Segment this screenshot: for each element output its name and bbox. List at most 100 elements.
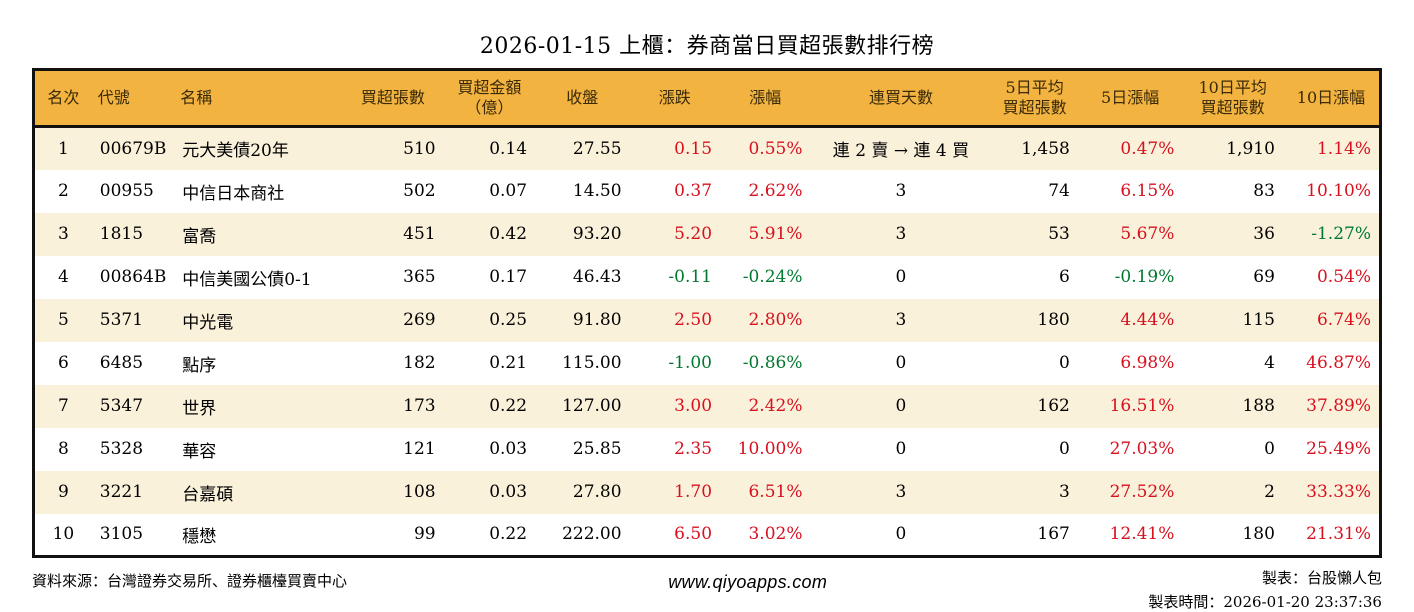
pct10-cell: 6.74% — [1316, 310, 1371, 330]
pct10-cell: 37.89% — [1306, 396, 1371, 416]
buy-days-cell: 3 — [895, 310, 907, 330]
avg5-cell: 162 — [1037, 396, 1070, 416]
name-cell: 穩懋 — [182, 526, 217, 547]
col-header-change-pct: 漲幅 — [720, 69, 811, 128]
pct10-cell: 46.87% — [1306, 353, 1371, 373]
col-header-buy-days: 連買天數 — [810, 69, 992, 128]
change-cell: 2.50 — [674, 310, 713, 330]
col-header-rank: 名次 — [33, 69, 92, 128]
pct5-cell: 5.67% — [1120, 224, 1175, 244]
close-cell: 127.00 — [562, 396, 622, 416]
pct5-cell: 0.47% — [1120, 138, 1175, 159]
table-row: 3 1815 富喬 451 0.42 93.20 5.20 5.91% 3 53… — [33, 212, 1381, 256]
avg5-cell: 167 — [1037, 524, 1070, 545]
rank-cell: 8 — [57, 439, 69, 459]
change-pct-cell: 6.51% — [748, 482, 803, 502]
name-cell: 富喬 — [182, 226, 217, 247]
avg5-cell: 1,458 — [1021, 138, 1070, 159]
change-pct-cell: -0.86% — [742, 353, 803, 373]
net-buy-cell: 365 — [403, 267, 436, 287]
amount-cell: 0.07 — [489, 181, 528, 201]
amount-cell: 0.21 — [489, 353, 528, 373]
change-cell: 3.00 — [674, 396, 713, 416]
col-header-name: 名稱 — [174, 69, 343, 128]
name-cell: 中信日本商社 — [182, 183, 285, 204]
pct10-cell: 0.54% — [1316, 267, 1371, 287]
code-cell: 00955 — [99, 181, 154, 201]
net-buy-cell: 269 — [403, 310, 436, 330]
close-cell: 46.43 — [572, 267, 622, 287]
col-header-close: 收盤 — [535, 69, 630, 128]
change-pct-cell: 10.00% — [737, 439, 803, 459]
change-cell: 5.20 — [674, 224, 713, 244]
pct10-cell: 21.31% — [1306, 524, 1371, 545]
change-pct-cell: 5.91% — [748, 224, 803, 244]
made-by-label: 製表：台股懶人包 — [1261, 569, 1382, 587]
avg5-cell: 74 — [1048, 181, 1070, 201]
amount-cell: 0.25 — [489, 310, 528, 330]
amount-cell: 0.17 — [489, 267, 528, 287]
buy-days-cell: 3 — [895, 482, 907, 502]
pct10-cell: 1.14% — [1316, 138, 1371, 159]
avg10-cell: 1,910 — [1226, 138, 1275, 159]
name-cell: 世界 — [182, 398, 217, 419]
table-row: 7 5347 世界 173 0.22 127.00 3.00 2.42% 0 1… — [33, 384, 1381, 428]
table-row: 4 00864B 中信美國公債0-1 365 0.17 46.43 -0.11 … — [33, 255, 1381, 299]
net-buy-cell: 121 — [403, 439, 436, 459]
avg10-cell: 69 — [1253, 267, 1275, 287]
net-buy-cell: 510 — [403, 138, 436, 159]
close-cell: 115.00 — [562, 353, 622, 373]
pct5-cell: 4.44% — [1120, 310, 1175, 330]
page-title: 2026-01-15 上櫃：券商當日買超張數排行榜 — [479, 34, 935, 59]
col-header-pct5: 5日漲幅 — [1077, 69, 1183, 128]
pct10-cell: -1.27% — [1311, 224, 1371, 244]
change-cell: -0.11 — [668, 267, 713, 287]
broker-net-buy-ranking-table: 名次 代號 名稱 買超張數 買超金額 （億） 收盤 漲跌 漲幅 連買天數 5日平… — [32, 68, 1382, 558]
buy-days-cell: 0 — [895, 439, 907, 459]
code-cell: 5371 — [99, 310, 144, 330]
code-cell: 3221 — [99, 482, 144, 502]
buy-days-cell: 0 — [895, 524, 907, 545]
buy-days-cell: 3 — [895, 224, 907, 244]
change-cell: 0.37 — [674, 181, 713, 201]
change-cell: 6.50 — [674, 524, 713, 545]
close-cell: 27.55 — [572, 138, 622, 159]
name-cell: 點序 — [182, 355, 217, 376]
col-header-code: 代號 — [91, 69, 175, 128]
amount-cell: 0.42 — [489, 224, 528, 244]
buy-days-cell: 0 — [895, 353, 907, 373]
code-cell: 6485 — [99, 353, 144, 373]
change-pct-cell: 2.42% — [748, 396, 803, 416]
change-pct-cell: 0.55% — [748, 138, 803, 159]
avg10-cell: 83 — [1253, 181, 1275, 201]
table-row: 10 3105 穩懋 99 0.22 222.00 6.50 3.02% 0 1… — [33, 513, 1381, 557]
code-cell: 3105 — [99, 524, 144, 545]
rank-cell: 6 — [57, 353, 69, 373]
code-cell: 00679B — [99, 138, 167, 159]
close-cell: 27.80 — [572, 482, 622, 502]
buy-days-cell: 0 — [895, 267, 907, 287]
col-header-change: 漲跌 — [629, 69, 721, 128]
change-cell: 2.35 — [674, 439, 713, 459]
code-cell: 5347 — [99, 396, 144, 416]
pct10-cell: 10.10% — [1306, 181, 1371, 201]
avg10-cell: 4 — [1264, 353, 1275, 373]
avg5-cell: 0 — [1059, 439, 1070, 459]
avg10-cell: 188 — [1242, 396, 1275, 416]
col-header-pct10: 10日漲幅 — [1282, 69, 1381, 128]
pct5-cell: 12.41% — [1109, 524, 1175, 545]
pct10-cell: 33.33% — [1306, 482, 1371, 502]
close-cell: 91.80 — [572, 310, 622, 330]
code-cell: 5328 — [99, 439, 144, 459]
buy-days-cell: 連 2 賣 → 連 4 買 — [832, 141, 970, 162]
footer: 資料來源：台灣證券交易所、證券櫃檯買賣中心 www.qiyoapps.com 製… — [32, 566, 1382, 612]
change-pct-cell: 3.02% — [748, 524, 803, 545]
amount-cell: 0.03 — [489, 439, 528, 459]
avg5-cell: 0 — [1059, 353, 1070, 373]
header-row: 名次 代號 名稱 買超張數 買超金額 （億） 收盤 漲跌 漲幅 連買天數 5日平… — [33, 69, 1381, 128]
close-cell: 25.85 — [572, 439, 622, 459]
rank-cell: 2 — [57, 181, 69, 201]
amount-cell: 0.03 — [489, 482, 528, 502]
avg5-cell: 53 — [1048, 224, 1070, 244]
avg10-cell: 115 — [1242, 310, 1275, 330]
